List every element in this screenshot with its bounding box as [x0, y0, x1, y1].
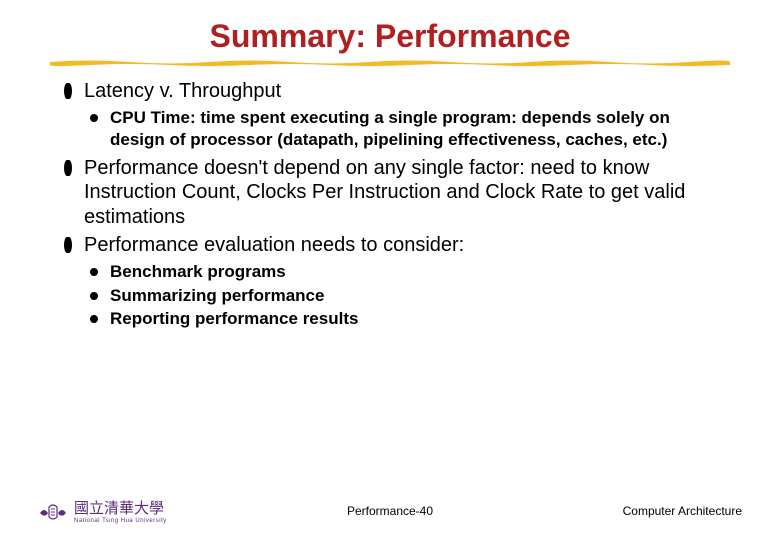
footer: 國立清華大學 National Tsing Hua University Per… — [0, 488, 780, 524]
wave-shape — [50, 61, 730, 67]
logo-text-cn: 國立清華大學 — [74, 501, 167, 516]
level2-list: Benchmark programs Summarizing performan… — [84, 261, 724, 329]
title-underline — [50, 59, 730, 67]
l2-item: Summarizing performance — [84, 285, 724, 306]
l1-text: Latency v. Throughput — [84, 80, 281, 102]
slide: Summary: Performance Latency v. Throughp… — [0, 0, 780, 540]
slide-title: Summary: Performance — [50, 18, 730, 55]
logo-mark-icon — [38, 500, 68, 524]
logo-text-block: 國立清華大學 National Tsing Hua University — [74, 501, 167, 524]
l1-item: Performance doesn't depend on any single… — [56, 156, 724, 229]
level1-list: Latency v. Throughput CPU Time: time spe… — [56, 79, 724, 329]
course-name: Computer Architecture — [623, 504, 742, 518]
university-logo: 國立清華大學 National Tsing Hua University — [38, 500, 167, 524]
l1-text: Performance doesn't depend on any single… — [84, 157, 685, 228]
level2-list: CPU Time: time spent executing a single … — [84, 107, 724, 150]
l1-item: Latency v. Throughput CPU Time: time spe… — [56, 79, 724, 150]
page-number: Performance-40 — [347, 504, 433, 518]
l1-text: Performance evaluation needs to consider… — [84, 234, 464, 256]
content-area: Latency v. Throughput CPU Time: time spe… — [50, 79, 730, 329]
l2-item: Benchmark programs — [84, 261, 724, 282]
l1-item: Performance evaluation needs to consider… — [56, 233, 724, 329]
logo-text-en: National Tsing Hua University — [74, 518, 167, 524]
l2-item: Reporting performance results — [84, 308, 724, 329]
l2-item: CPU Time: time spent executing a single … — [84, 107, 724, 150]
